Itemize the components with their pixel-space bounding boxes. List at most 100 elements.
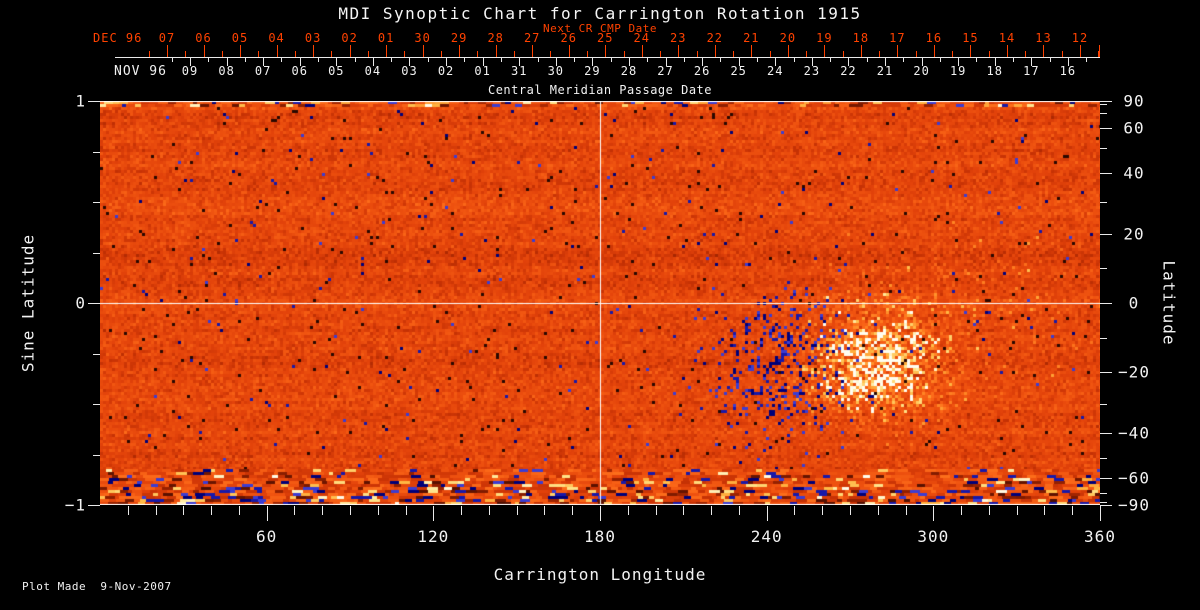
bottom-axis-minor-tick: [1016, 506, 1018, 515]
right-axis-major-tick: [1100, 233, 1112, 235]
cmp-axis-tick: [592, 57, 594, 66]
top-axis-tick: [641, 45, 643, 57]
cmp-axis-tick-label: 28: [620, 64, 638, 78]
right-axis-minor-tick: [1100, 148, 1107, 150]
cmp-date-axis-line: [115, 57, 1100, 58]
bottom-axis-minor-tick: [905, 506, 907, 515]
cmp-axis-tick: [336, 57, 338, 66]
left-axis-tick-label: 0: [75, 293, 86, 313]
top-axis-tick: [349, 45, 351, 57]
bottom-axis-tick-label: 300: [917, 527, 950, 546]
bottom-axis-major-tick: [433, 506, 435, 521]
right-axis-minor-tick: [1100, 404, 1107, 405]
right-axis-tick-label: 20: [1123, 224, 1145, 244]
cmp-axis-tick: [446, 57, 448, 66]
right-axis-tick-label: −60: [1118, 468, 1150, 488]
right-axis-major-tick: [1100, 505, 1112, 506]
cmp-axis-tick: [299, 57, 301, 66]
cmp-axis-tick-label: 08: [218, 64, 235, 78]
cmp-axis-tick-label: 18: [986, 64, 1003, 78]
bottom-axis-minor-tick: [822, 506, 824, 515]
top-axis-tick: [860, 45, 862, 57]
cmp-axis-tick-label: 27: [657, 64, 674, 78]
top-axis-tick: [422, 45, 424, 57]
cmp-axis-tick: [190, 57, 191, 66]
top-axis-tick: [970, 45, 972, 57]
bottom-axis-minor-tick: [850, 506, 851, 515]
top-axis-tick: [605, 45, 607, 57]
right-axis-tick-label: −20: [1118, 362, 1150, 382]
top-axis-tick: [1043, 45, 1045, 57]
bottom-axis-minor-tick: [988, 506, 990, 515]
cmp-axis-tick-label: 23: [803, 64, 821, 78]
right-axis-minor-tick: [1100, 202, 1107, 203]
central-meridian-passage-date-label: Central Meridian Passage Date: [487, 83, 712, 97]
top-axis-tick: [897, 45, 899, 57]
left-axis-minor-tick: [93, 404, 100, 405]
cmp-axis-tick: [848, 57, 850, 66]
cmp-axis-tick-label: 24: [767, 64, 784, 78]
cmp-axis-tick-label: 21: [876, 64, 894, 78]
right-axis-minor-tick: [1100, 457, 1107, 459]
cmp-axis-tick: [665, 57, 667, 66]
left-axis-minor-tick: [93, 151, 100, 153]
bottom-axis-minor-tick: [183, 506, 185, 515]
cmp-axis-tick-label: 16: [1059, 64, 1077, 78]
bottom-axis-minor-tick: [294, 506, 296, 515]
bottom-axis-minor-tick: [711, 506, 713, 515]
cmp-axis-month-label: NOV 96: [114, 64, 167, 79]
cmp-axis-tick: [702, 57, 704, 66]
left-axis-major-tick: [88, 303, 100, 304]
cmp-axis-tick: [263, 57, 265, 66]
right-axis-tick-label: 60: [1123, 118, 1145, 138]
right-axis-minor-tick: [1100, 113, 1107, 115]
left-axis-title: Sine Latitude: [18, 233, 38, 373]
bottom-axis-minor-tick: [961, 506, 963, 515]
next-cr-cmp-date-label: Next CR CMP Date: [543, 22, 657, 35]
cmp-axis-tick: [885, 57, 887, 66]
cmp-axis-tick-label: 29: [584, 64, 601, 78]
bottom-axis-minor-tick: [516, 506, 518, 515]
cmp-axis-tick: [958, 57, 960, 66]
left-axis-minor-tick: [93, 454, 100, 456]
right-axis-tick-label: −90: [1118, 495, 1150, 515]
right-axis-minor-tick: [1100, 501, 1107, 503]
bottom-axis-minor-tick: [572, 506, 574, 515]
cmp-axis-tick: [738, 57, 740, 66]
bottom-axis-minor-tick: [127, 506, 129, 515]
cmp-axis-tick-label: 05: [328, 64, 345, 78]
cmp-axis-tick: [921, 57, 923, 66]
cmp-axis-tick-label: 09: [181, 64, 199, 78]
right-axis-minor-tick: [1100, 267, 1107, 269]
magnetogram-image: [100, 101, 1100, 505]
cmp-axis-tick: [519, 57, 521, 66]
bottom-axis-minor-tick: [461, 506, 463, 515]
top-axis-tick: [240, 45, 242, 57]
left-axis-minor-tick: [93, 202, 100, 203]
bottom-axis-major-tick: [933, 506, 935, 521]
right-axis-title: Latitude: [1159, 260, 1179, 346]
cmp-axis-tick: [555, 57, 557, 66]
top-axis-tick: [495, 45, 497, 57]
bottom-axis-major-tick: [600, 506, 601, 521]
right-axis-minor-tick: [1100, 492, 1107, 494]
right-axis-major-tick: [1100, 128, 1112, 130]
cmp-axis-tick-label: 03: [401, 64, 418, 78]
cmp-axis-tick-label: 17: [1023, 64, 1040, 78]
bottom-axis-minor-tick: [877, 506, 879, 515]
left-axis-tick-label: −1: [64, 495, 86, 515]
right-axis-major-tick: [1100, 372, 1112, 374]
top-axis-tick: [532, 45, 534, 57]
cmp-axis-tick-label: 25: [730, 64, 747, 78]
left-axis-minor-tick: [93, 252, 100, 254]
top-axis-month-label: DEC 96: [93, 31, 143, 45]
top-axis-tick: [933, 45, 935, 57]
bottom-axis-major-tick: [266, 506, 268, 521]
cmp-axis-tick: [409, 57, 411, 66]
bottom-axis-minor-tick: [1072, 506, 1074, 515]
top-axis-tick: [276, 45, 278, 57]
right-axis-major-tick: [1100, 477, 1112, 479]
cmp-axis-tick-label: 07: [254, 64, 272, 78]
bottom-axis-minor-tick: [211, 506, 213, 515]
bottom-axis-minor-tick: [238, 506, 240, 515]
